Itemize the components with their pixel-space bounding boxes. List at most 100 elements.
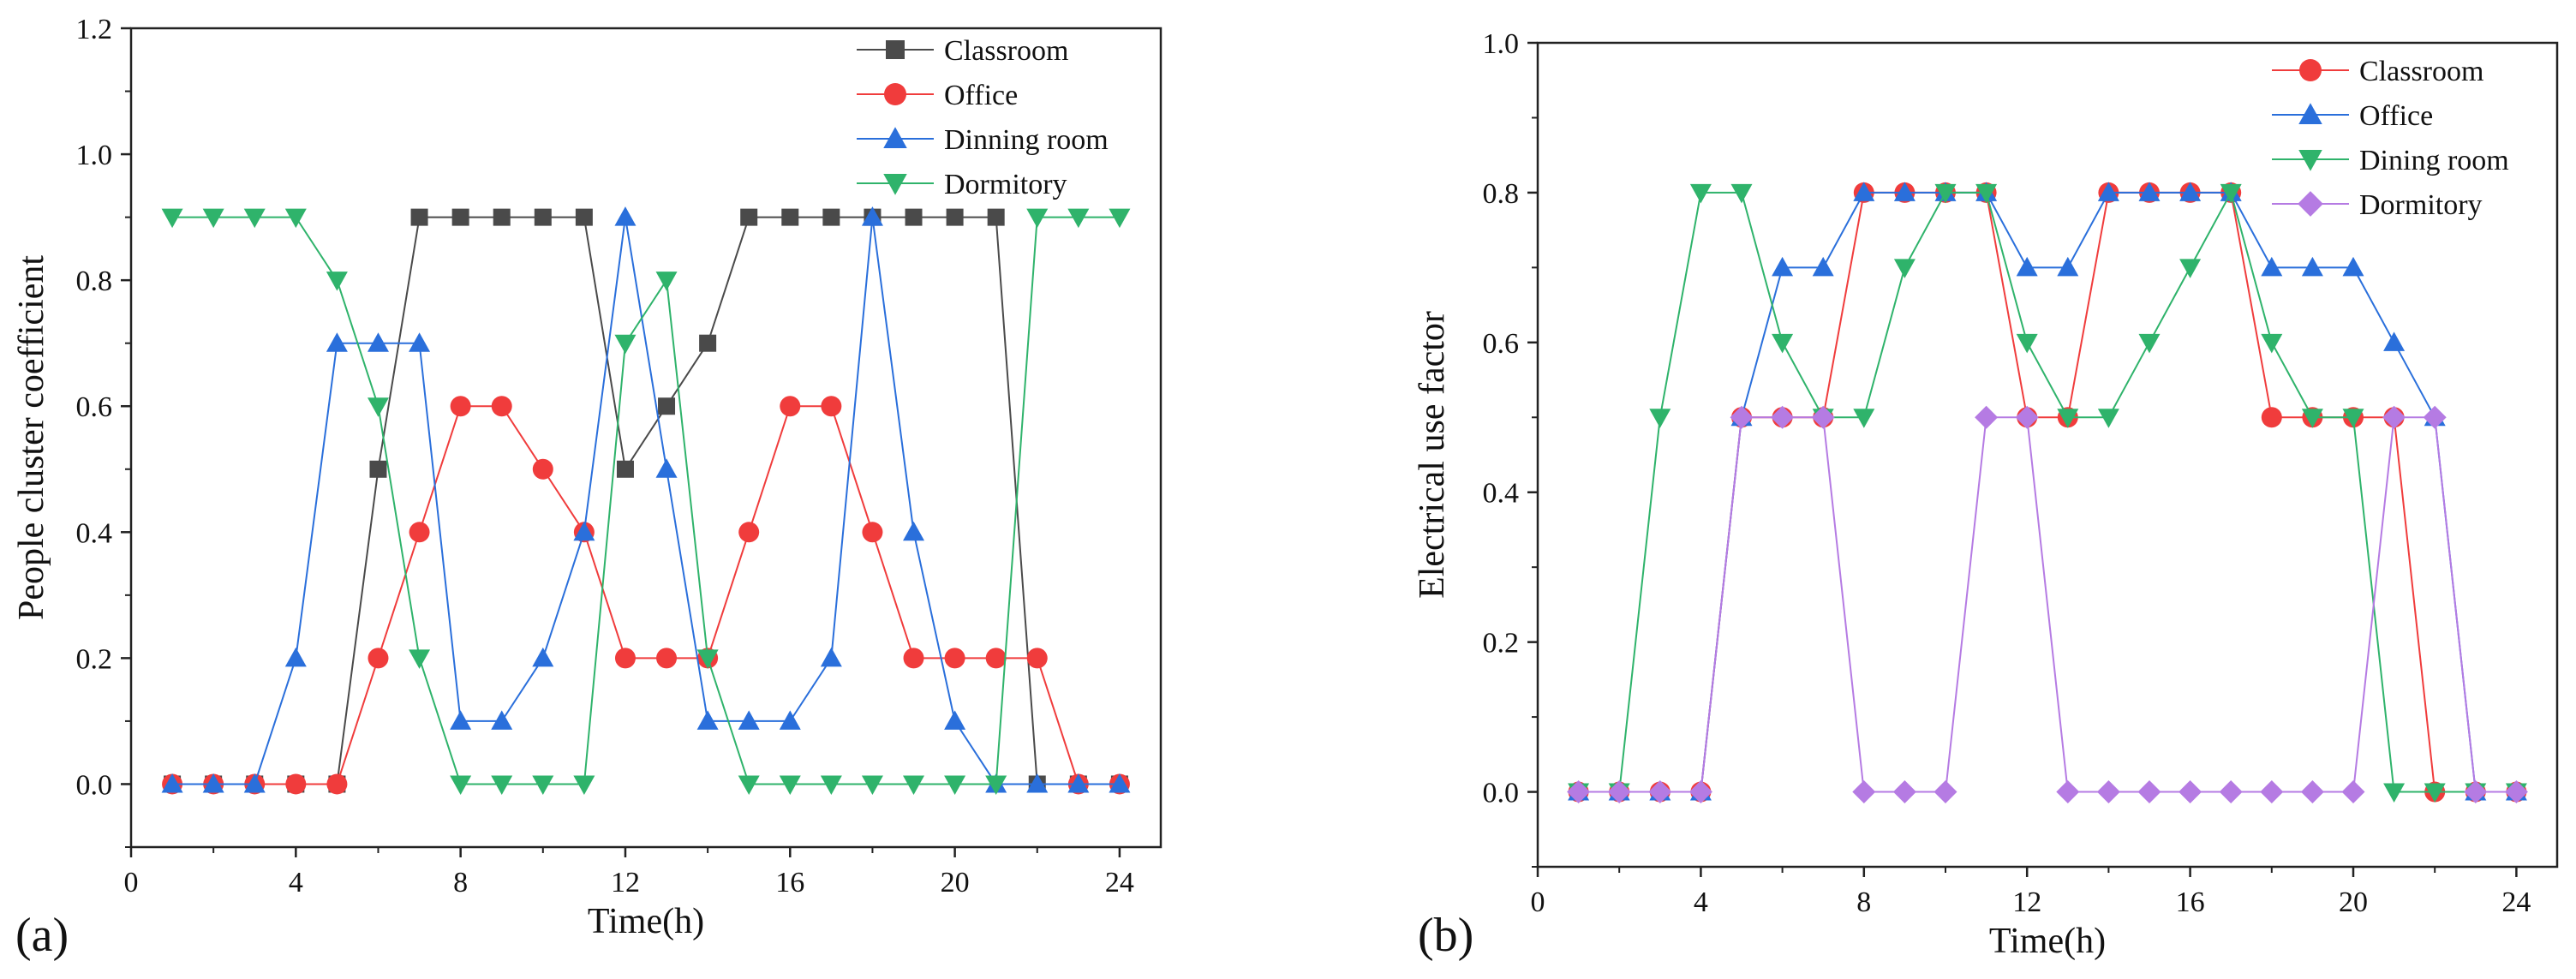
- a-y-axis-label: People cluster coefficient: [12, 255, 51, 620]
- b-x-axis-label: Time(h): [1989, 922, 2106, 961]
- a-legend-label-dormitory: Dormitory: [944, 169, 1067, 200]
- b-point-dormitory: [1607, 780, 1631, 804]
- a-point-dinning-room: [1109, 773, 1131, 793]
- b-point-office: [2057, 256, 2079, 277]
- b-point-office: [2097, 182, 2119, 201]
- a-point-classroom: [987, 208, 1005, 226]
- a-x-axis-label: Time(h): [588, 902, 704, 941]
- a-legend-label-classroom: Classroom: [944, 35, 1068, 67]
- chart-panel-a: 0 4 8 12 16 20 24 0.0 0.2 0.4 0.6 0.8 1.0 1.2 Time(h) P…: [12, 14, 1162, 962]
- a-x-tick-label: 0: [124, 867, 139, 898]
- a-point-classroom: [905, 208, 923, 226]
- b-point-dormitory: [1852, 780, 1876, 804]
- b-point-dining-room: [1853, 409, 1875, 428]
- b-legend-label-dormitory: Dormitory: [2359, 189, 2483, 221]
- b-y-tick-label: 0.2: [1483, 628, 1520, 660]
- b-point-dormitory: [1730, 405, 1754, 429]
- b-point-dormitory: [1892, 780, 1916, 804]
- b-point-dormitory: [1811, 405, 1835, 429]
- b-point-office: [2383, 331, 2406, 351]
- a-y-tick-label: 1.2: [76, 14, 113, 45]
- b-legend-label-office: Office: [2359, 100, 2433, 132]
- b-point-dining-room: [2179, 259, 2202, 278]
- a-point-office: [326, 773, 348, 795]
- b-series-line-dormitory: [1578, 416, 2517, 793]
- a-point-dormitory: [779, 775, 801, 795]
- b-point-dormitory: [2015, 405, 2039, 429]
- b-y-tick-label: 0.6: [1483, 328, 1520, 360]
- b-point-dining-room: [2383, 783, 2406, 803]
- a-point-dinning-room: [655, 458, 678, 478]
- b-point-office: [2261, 256, 2283, 277]
- a-point-dormitory: [1067, 208, 1090, 229]
- a-point-office: [821, 396, 842, 417]
- b-point-classroom: [2261, 407, 2282, 428]
- a-point-dinning-room: [450, 710, 472, 730]
- b-point-dormitory: [1648, 780, 1672, 804]
- a-point-classroom: [740, 208, 758, 226]
- a-point-dinning-room: [284, 647, 307, 667]
- a-y-tick-label: 0.6: [76, 391, 113, 423]
- b-point-dining-room: [2301, 409, 2323, 428]
- a-legend-marker-classroom: [886, 40, 905, 59]
- b-point-dormitory: [1933, 780, 1957, 804]
- a-point-dinning-room: [573, 521, 595, 541]
- b-y-axis-label: Electrical use factor: [1413, 311, 1452, 599]
- b-point-dining-room: [1730, 183, 1753, 204]
- a-point-dormitory: [944, 775, 966, 795]
- a-point-dinning-room: [944, 710, 966, 730]
- a-point-dormitory: [491, 775, 513, 795]
- a-point-office: [368, 648, 389, 669]
- a-point-office: [862, 522, 883, 543]
- a-point-dinning-room: [326, 332, 348, 352]
- a-point-classroom: [493, 208, 511, 226]
- b-point-dormitory: [2260, 780, 2284, 804]
- a-point-office: [780, 396, 801, 417]
- a-point-office: [738, 522, 760, 543]
- a-legend-marker-dormitory: [883, 174, 907, 195]
- a-y-tick-label: 0.2: [76, 643, 113, 675]
- a-point-office: [532, 458, 553, 480]
- a-point-dormitory: [326, 272, 348, 291]
- b-legend-marker-dining-room: [2298, 150, 2322, 171]
- a-point-office: [944, 648, 965, 669]
- a-y-tick-label: 1.0: [76, 140, 113, 171]
- a-point-dinning-room: [161, 773, 183, 793]
- a-point-office: [285, 773, 307, 795]
- b-legend-marker-office: [2298, 103, 2322, 124]
- a-point-dinning-room: [738, 710, 760, 730]
- a-legend-marker-office: [884, 83, 906, 105]
- b-point-dining-room: [1649, 409, 1671, 428]
- b-x-tick-label: 16: [2176, 886, 2205, 918]
- b-point-dormitory: [2096, 780, 2120, 804]
- b-point-dining-room: [2342, 409, 2364, 428]
- a-point-dinning-room: [820, 647, 842, 667]
- b-point-dormitory: [1975, 405, 1999, 429]
- a-point-dormitory: [202, 208, 224, 229]
- a-point-dormitory: [161, 208, 183, 229]
- b-point-dormitory: [1771, 405, 1795, 429]
- b-x-tick-label: 12: [2012, 886, 2041, 918]
- b-point-dining-room: [2057, 409, 2079, 428]
- a-point-office: [985, 648, 1007, 669]
- a-point-dinning-room: [532, 647, 554, 667]
- b-point-office: [1812, 256, 1834, 277]
- b-point-dormitory: [2300, 780, 2324, 804]
- b-point-dining-room: [1975, 183, 1998, 204]
- a-point-dormitory: [861, 775, 883, 795]
- a-series-line-dormitory: [172, 216, 1120, 785]
- b-point-dormitory: [2423, 405, 2447, 429]
- a-point-dinning-room: [1067, 773, 1090, 793]
- b-point-dormitory: [2382, 405, 2406, 429]
- b-series-line-office: [1578, 191, 2517, 793]
- b-x-tick-label: 20: [2339, 886, 2368, 918]
- a-panel-label: (a): [15, 909, 69, 962]
- b-y-tick-label: 1.0: [1483, 28, 1520, 60]
- b-x-tick-label: 4: [1694, 886, 1708, 918]
- b-x-tick-label: 0: [1531, 886, 1545, 918]
- b-point-dining-room: [2016, 333, 2038, 354]
- b-point-dining-room: [1772, 333, 1794, 354]
- b-y-tick-label: 0.4: [1483, 478, 1520, 510]
- a-point-classroom: [410, 208, 428, 226]
- a-point-dormitory: [1109, 208, 1131, 229]
